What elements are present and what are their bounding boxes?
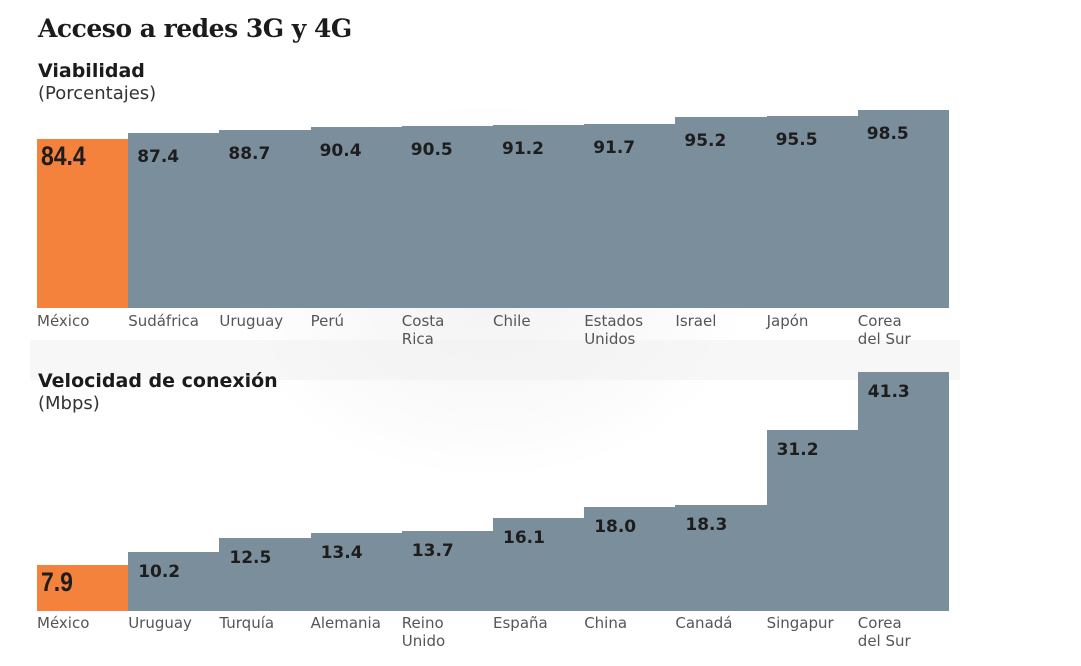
x-axis-category-label: Uruguay: [128, 614, 192, 632]
bar: 91.7: [584, 123, 676, 308]
bar: 13.4: [310, 533, 403, 611]
x-axis-category-label: Sudáfrica: [128, 312, 199, 330]
bar-value-label: 10.2: [138, 561, 181, 582]
velocidad-x-labels: México Uruguay Turquía Alemania Reino Unido E…: [37, 614, 949, 654]
x-axis-category-label: Japón: [766, 312, 809, 330]
bar: 91.2: [493, 125, 585, 308]
bar: 90.4: [310, 126, 403, 308]
x-axis-category-label: México: [37, 312, 90, 330]
chart2-title: Velocidad de conexión: [38, 370, 278, 392]
x-axis-category-label: Reino Unido: [401, 614, 446, 650]
bar-value-label: 13.4: [320, 543, 363, 564]
bar-value-label: 90.5: [410, 140, 453, 161]
x-axis-category-label: Perú: [310, 312, 345, 330]
bar-value-label: 87.4: [137, 146, 180, 167]
chart1-unit: (Porcentajes): [38, 83, 157, 104]
x-axis-category-label: España: [493, 614, 548, 632]
bar-value-label: 12.5: [229, 548, 272, 569]
x-axis-category-label: Corea del Sur: [857, 312, 911, 348]
bar: 88.7: [219, 130, 312, 308]
bar: 31.2: [766, 430, 859, 611]
chart1-title: Viabilidad: [38, 60, 145, 82]
viabilidad-x-labels: México Sudáfrica Uruguay Perú Costa Rica Chil…: [37, 312, 949, 352]
bar: 16.1: [493, 517, 585, 611]
x-axis-category-label: Corea del Sur: [857, 614, 911, 650]
bar-value-label: 16.1: [503, 527, 545, 548]
x-axis-category-label: Chile: [493, 312, 531, 330]
bar: 13.7: [401, 531, 494, 611]
bar: 90.5: [401, 126, 494, 308]
bar-value-label: 13.7: [411, 541, 454, 562]
bar-value-label: 98.5: [866, 123, 909, 144]
x-axis-category-label: Alemania: [310, 614, 381, 632]
bar-value-label: 7.9: [41, 567, 73, 597]
bar: 10.2: [128, 551, 220, 611]
bar-value-label: 95.2: [684, 130, 727, 151]
bar: 7.9: [37, 565, 129, 611]
bar: 18.3: [675, 504, 768, 611]
bar-value-label: 91.7: [593, 137, 636, 158]
x-axis-category-label: Canadá: [675, 614, 733, 632]
bar-value-label: 18.3: [685, 514, 728, 535]
velocidad-bar-chart: 7.9 10.2 12.5 13.4 13.7 16.1 18.0 18.3 31.2 41.3: [37, 360, 950, 611]
x-axis-category-label: Estados Unidos: [584, 312, 644, 348]
bar-value-label: 41.3: [867, 381, 910, 402]
viabilidad-bar-chart: 84.4 87.4 88.7 90.4 90.5 91.2 91.7 95.2 95.5 98.5: [37, 100, 950, 308]
x-axis-category-label: Singapur: [766, 614, 834, 632]
bar: 18.0: [584, 506, 676, 611]
bar-value-label: 84.4: [41, 141, 86, 171]
bar-value-label: 91.2: [502, 139, 544, 159]
bar: 41.3: [857, 371, 950, 611]
bar: 95.2: [675, 116, 768, 308]
bar: 98.5: [857, 109, 950, 308]
x-axis-category-label: Israel: [675, 312, 717, 330]
bar: 95.5: [766, 116, 859, 308]
bar: 87.4: [128, 132, 220, 308]
bar: 12.5: [219, 538, 312, 611]
x-axis-category-label: Costa Rica: [401, 312, 445, 348]
x-axis-category-label: Turquía: [219, 614, 275, 632]
x-axis-category-label: México: [37, 614, 90, 632]
bar-value-label: 90.4: [319, 140, 362, 161]
x-axis-category-label: China: [584, 614, 628, 632]
bar-value-label: 18.0: [594, 516, 637, 537]
bar-value-label: 88.7: [228, 144, 271, 165]
bar-value-label: 95.5: [775, 130, 818, 151]
x-axis-category-label: Uruguay: [219, 312, 284, 330]
chart-title: Acceso a redes 3G y 4G: [38, 14, 352, 43]
bar: 84.4: [37, 139, 129, 308]
bar-value-label: 31.2: [776, 440, 819, 461]
watermark-band: [30, 340, 960, 380]
chart2-unit: (Mbps): [38, 393, 100, 414]
